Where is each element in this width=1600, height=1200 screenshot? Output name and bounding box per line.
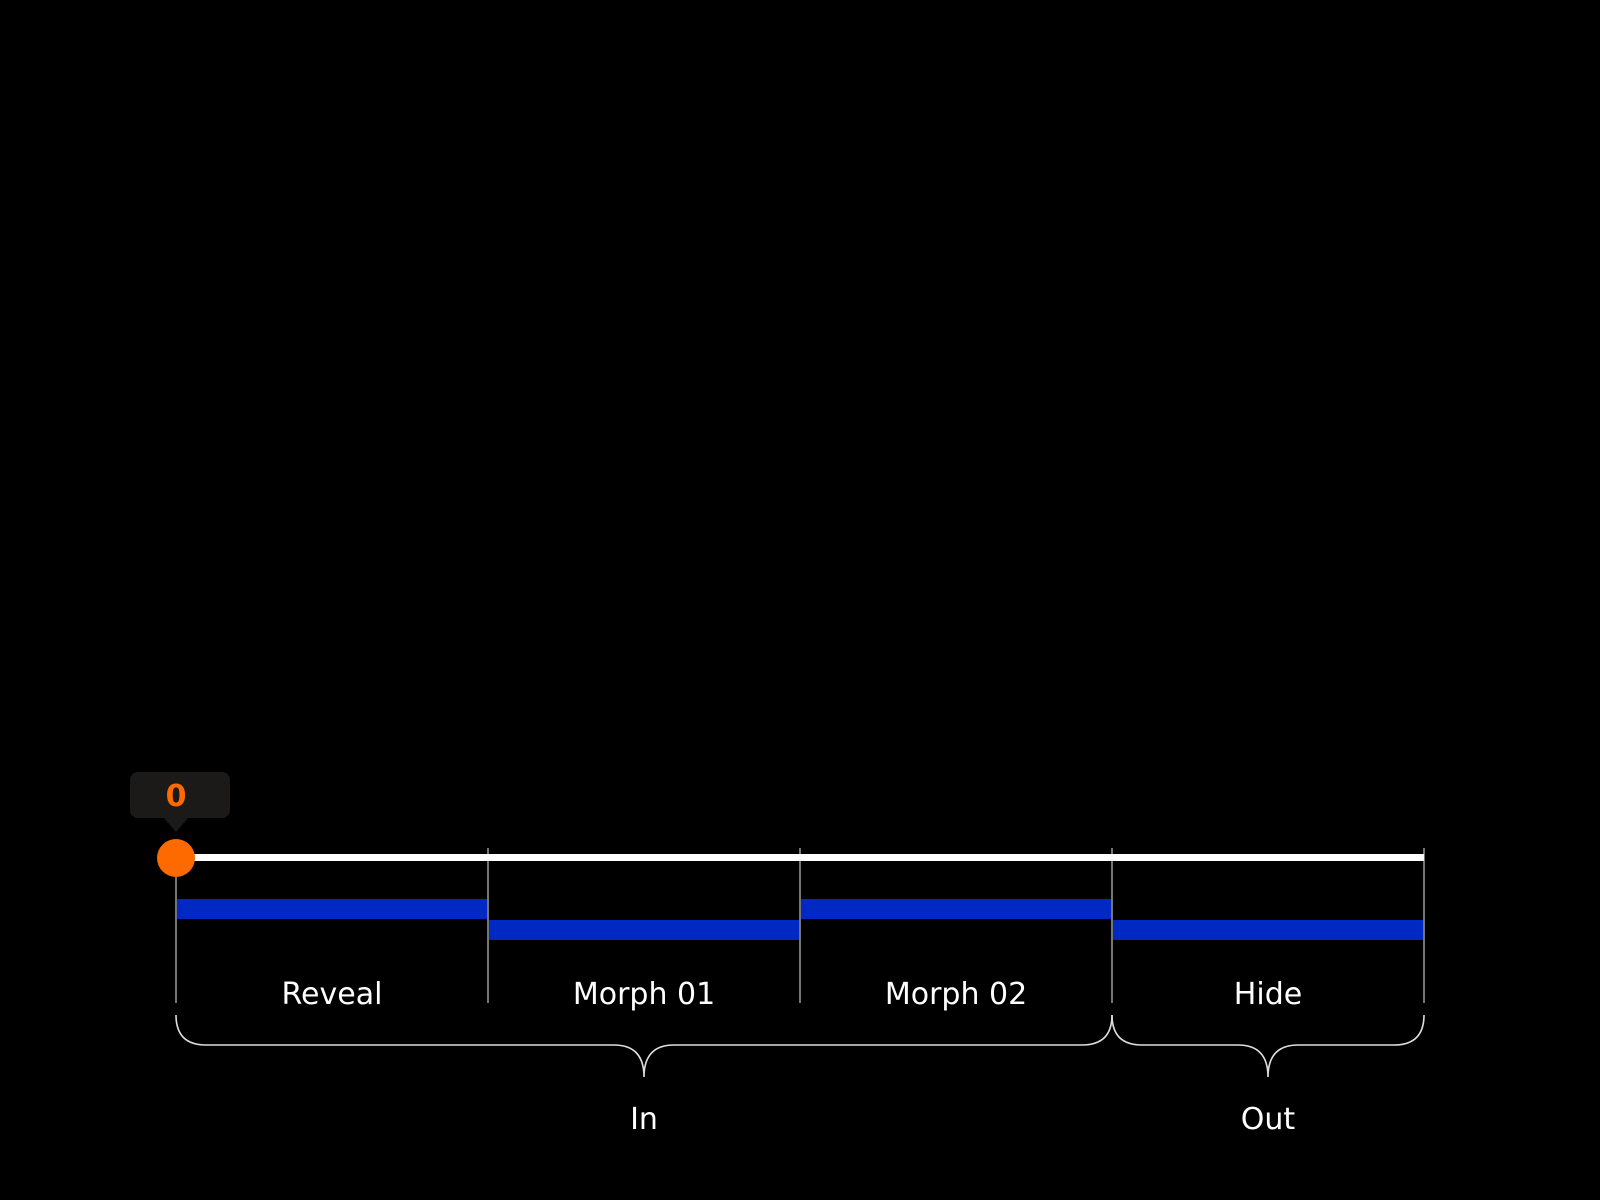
timeline-track[interactable] [176,854,1424,861]
segment-bar[interactable] [801,899,1111,919]
playhead-value: 0 [166,779,187,814]
playhead-tooltip [130,772,230,832]
playhead-handle[interactable] [157,839,195,877]
group-label: Out [1241,1102,1296,1137]
playhead[interactable]: 0 [130,772,230,877]
segment-label: Hide [1234,977,1302,1012]
segment-label: Morph 02 [885,977,1027,1012]
group-brace [175,1014,1113,1078]
segment-bar[interactable] [489,920,799,940]
group-brace [1111,1014,1425,1078]
segment-label: Morph 01 [573,977,715,1012]
group-label: In [630,1102,658,1137]
segment-bar[interactable] [1113,920,1423,940]
segment-label: Reveal [282,977,383,1012]
segment-bar[interactable] [177,899,487,919]
